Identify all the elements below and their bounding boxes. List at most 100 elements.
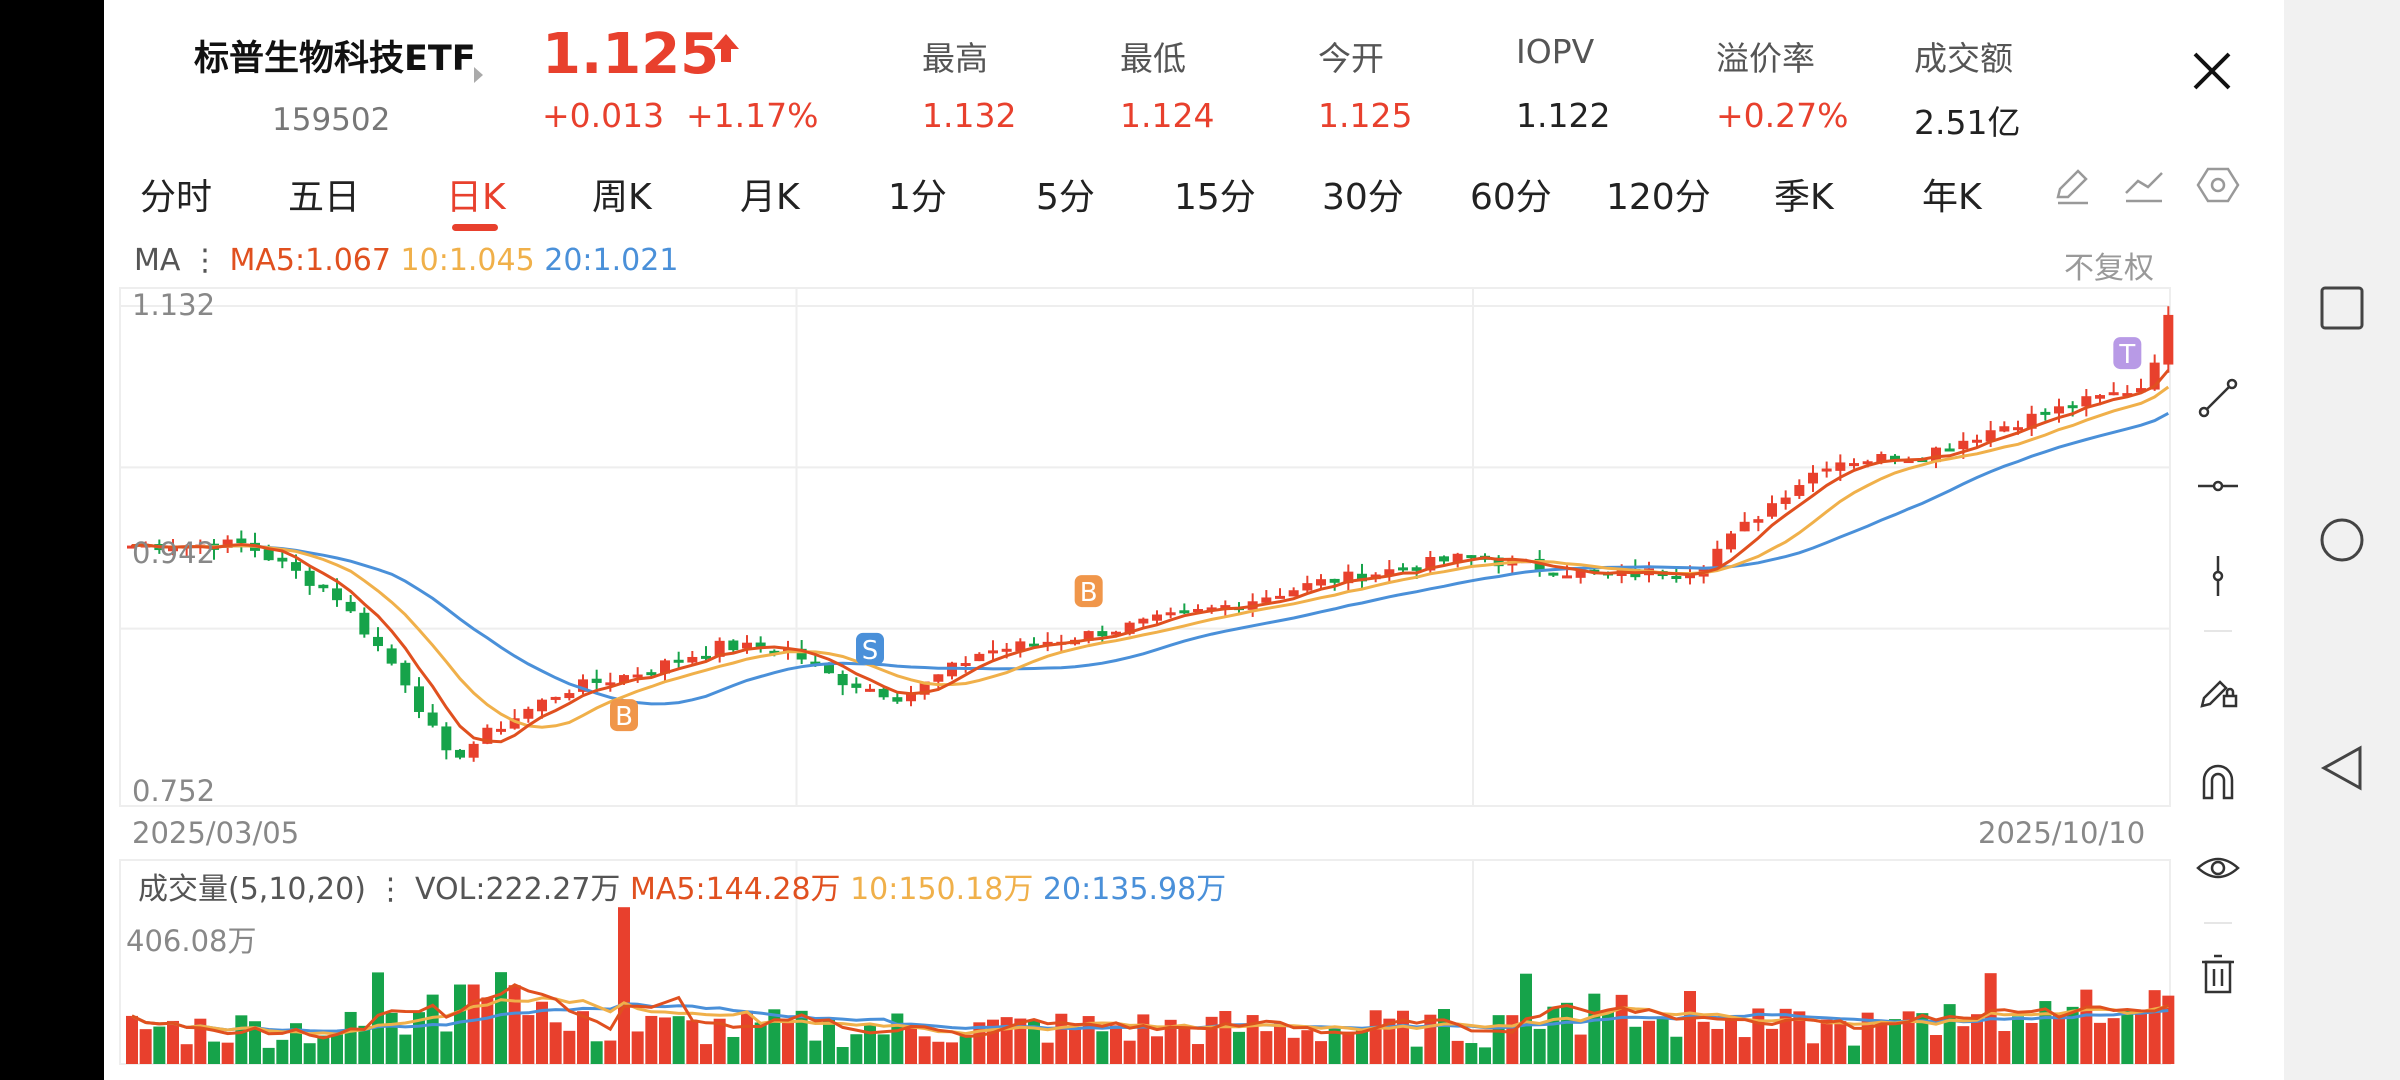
candle-body	[482, 727, 493, 744]
volume-bar	[1274, 1023, 1286, 1064]
tool-divider	[2204, 630, 2232, 632]
security-switch-icon[interactable]	[474, 67, 483, 83]
candle-body	[537, 699, 547, 712]
volume-bar	[877, 1034, 890, 1064]
volume-bar	[809, 1040, 822, 1064]
recent-apps-icon[interactable]	[2320, 286, 2364, 330]
stat-turnover-label: 成交额	[1914, 39, 2013, 78]
candle-body	[2095, 395, 2105, 399]
volume-legend-menu-icon[interactable]: ⋮	[375, 872, 406, 907]
home-icon[interactable]	[2320, 518, 2364, 562]
eye-icon[interactable]	[2196, 846, 2240, 890]
candle-body	[359, 612, 370, 635]
candle-body	[236, 538, 247, 544]
candle-body	[1206, 607, 1217, 611]
volume-bar	[454, 984, 466, 1064]
ma10-line	[131, 385, 2170, 729]
tab-30min[interactable]: 30分	[1322, 177, 1404, 218]
volume-legend[interactable]: 成交量(5,10,20) ⋮ VOL:222.27万 MA5:144.28万 1…	[138, 864, 1226, 908]
magnet-icon[interactable]	[2196, 760, 2240, 804]
tab-5min[interactable]: 5分	[1036, 177, 1095, 218]
price-chart[interactable]: B S B T	[119, 287, 2174, 807]
candle-body	[1562, 575, 1572, 579]
volume-bar	[1820, 1019, 1833, 1064]
volume-bar	[536, 1001, 548, 1064]
tab-intraday[interactable]: 分时	[140, 177, 213, 218]
candle-body	[1685, 575, 1695, 579]
candle-body	[1329, 578, 1340, 583]
candle-body	[769, 650, 780, 654]
volume-bar	[823, 1017, 835, 1064]
candle-body	[632, 674, 643, 678]
volume-bar	[727, 1036, 740, 1064]
volume-bar	[1000, 1017, 1013, 1064]
ma-legend[interactable]: MA ⋮ MA5:1.067 10:1.045 20:1.021	[134, 243, 678, 278]
hexagon-settings-icon[interactable]	[2196, 163, 2240, 207]
tab-five-day[interactable]: 五日	[288, 177, 361, 218]
vertical-line-icon[interactable]	[2196, 554, 2240, 598]
volume-bar	[1492, 1015, 1505, 1064]
candle-body	[1439, 556, 1449, 562]
tab-yearly-k[interactable]: 年K	[1922, 177, 1982, 218]
volume-bar	[782, 1020, 794, 1064]
candle-body	[2149, 362, 2160, 390]
volume-bar	[1178, 1026, 1191, 1064]
volume-bar	[1205, 1016, 1218, 1064]
volume-bar	[1957, 1026, 1970, 1064]
tab-monthly-k[interactable]: 月K	[740, 177, 800, 218]
candle-body	[1343, 571, 1354, 584]
volume-bar	[208, 1041, 220, 1064]
candle-body	[523, 708, 534, 719]
tab-1min[interactable]: 1分	[888, 177, 947, 218]
candle-body	[714, 640, 725, 657]
volume-bar	[1602, 1012, 1614, 1064]
security-name[interactable]: 标普生物科技ETF	[194, 39, 476, 79]
trash-icon[interactable]	[2196, 952, 2240, 996]
candle-body	[1029, 643, 1039, 647]
tab-weekly-k[interactable]: 周K	[592, 177, 652, 218]
last-price: 1.125	[542, 22, 720, 87]
candle-body	[1849, 463, 1859, 467]
adjust-mode-button[interactable]: 不复权	[2064, 251, 2154, 286]
price-chart-canvas: B S B T	[119, 287, 2174, 807]
volume-bar	[2162, 995, 2175, 1064]
candle-body	[1466, 555, 1477, 559]
tab-60min[interactable]: 60分	[1470, 177, 1552, 218]
pencil-icon[interactable]	[2050, 163, 2094, 207]
candle-body	[2040, 411, 2051, 415]
volume-bar	[399, 1034, 412, 1064]
tab-120min[interactable]: 120分	[1606, 177, 1711, 218]
volume-bar	[2094, 1022, 2106, 1064]
candle-body	[496, 728, 506, 732]
trend-line-icon[interactable]	[2122, 163, 2166, 207]
volume-bar	[276, 1039, 289, 1064]
candle-body	[1138, 618, 1149, 624]
candle-body	[455, 749, 465, 758]
candle-body	[1302, 583, 1313, 591]
volume-bar	[426, 994, 439, 1064]
tab-quarterly-k[interactable]: 季K	[1774, 177, 1834, 218]
volume-bar	[344, 1011, 357, 1064]
back-icon[interactable]	[2320, 745, 2364, 791]
candle-body	[468, 743, 479, 758]
trade-marker-label: B	[615, 702, 633, 732]
horizontal-line-icon[interactable]	[2196, 464, 2240, 508]
volume-bar	[1766, 1028, 1778, 1064]
volume-bar	[1738, 1037, 1751, 1064]
candle-body	[1931, 447, 1941, 463]
candle-body	[1999, 426, 2010, 432]
volume-bar	[618, 907, 630, 1064]
candle-body	[1193, 609, 1203, 613]
volume-bar	[1219, 1011, 1232, 1064]
candle-body	[837, 673, 848, 686]
ma-legend-menu-icon[interactable]: ⋮	[189, 243, 220, 278]
draw-lock-icon[interactable]	[2196, 668, 2240, 712]
tab-daily-k[interactable]: 日K	[446, 177, 506, 218]
volume-bar	[2148, 990, 2161, 1064]
tab-15min[interactable]: 15分	[1174, 177, 1256, 218]
candle-body	[1671, 575, 1682, 579]
candle-body	[1015, 641, 1026, 652]
close-icon[interactable]	[2189, 48, 2235, 94]
line-segment-icon[interactable]	[2196, 376, 2240, 420]
volume-chart[interactable]	[119, 859, 2175, 1065]
